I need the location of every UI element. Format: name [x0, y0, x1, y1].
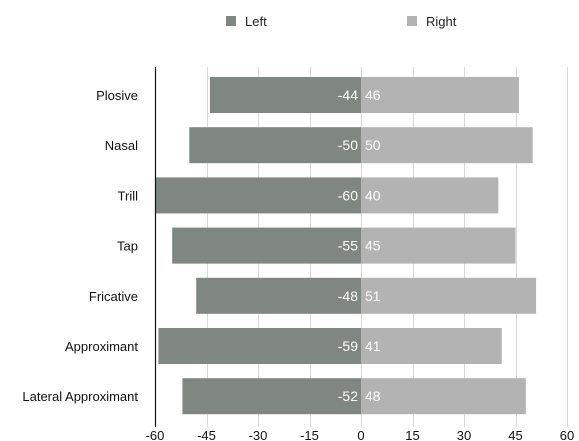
data-label-left-plosive: -44 — [338, 87, 358, 103]
bar-left-tap — [172, 227, 361, 264]
legend-label-right: Right — [426, 14, 457, 29]
data-label-right-tap: 45 — [365, 238, 381, 254]
x-tick-label-45: 45 — [508, 428, 522, 441]
x-tick-label-0: 0 — [357, 428, 364, 441]
legend-swatch-left — [226, 16, 236, 26]
data-label-right-trill: 40 — [365, 187, 381, 203]
bar-left-fricative — [196, 277, 361, 314]
x-tick-label-30: 30 — [457, 428, 471, 441]
category-label-nasal: Nasal — [105, 138, 138, 153]
data-label-right-lateral-approximant: 48 — [365, 388, 381, 404]
bars — [155, 77, 537, 415]
data-label-left-nasal: -50 — [338, 137, 358, 153]
bar-right-plosive — [361, 77, 519, 113]
data-label-left-tap: -55 — [338, 238, 358, 254]
bar-left-lateral-approximant — [182, 378, 361, 415]
data-label-right-approximant: 41 — [365, 338, 381, 354]
bar-right-trill — [361, 177, 499, 214]
labels: -44 46 Plosive -50 50 Nasal -60 40 Trill -55 45 Tap… — [22, 87, 380, 404]
data-label-left-lateral-approximant: -52 — [338, 388, 358, 404]
x-tick-label-30: -30 — [249, 428, 268, 441]
category-label-fricative: Fricative — [89, 289, 138, 304]
category-label-tap: Tap — [117, 239, 138, 254]
bar-right-tap — [361, 227, 516, 264]
data-label-left-trill: -60 — [338, 187, 358, 203]
axes: -60 -45 -30 -15 0 15 30 45 60 — [146, 67, 574, 441]
data-label-right-fricative: 51 — [365, 288, 381, 304]
legend: Left Right — [226, 14, 457, 29]
bar-right-nasal — [361, 127, 533, 164]
category-label-trill: Trill — [118, 188, 139, 203]
bar-right-approximant — [361, 328, 502, 364]
category-label-plosive: Plosive — [96, 88, 138, 103]
bar-right-lateral-approximant — [361, 378, 526, 415]
data-label-left-fricative: -48 — [338, 288, 358, 304]
x-tick-label-15: 15 — [405, 428, 419, 441]
category-label-lateral-approximant: Lateral Approximant — [22, 389, 138, 404]
bar-left-approximant — [158, 328, 361, 364]
x-tick-label-60: -60 — [146, 428, 165, 441]
data-label-right-plosive: 46 — [365, 87, 381, 103]
x-tick-label-15: -15 — [300, 428, 319, 441]
category-label-approximant: Approximant — [65, 339, 138, 354]
bar-left-nasal — [189, 127, 361, 164]
bar-left-trill — [155, 177, 361, 214]
x-tick-label-45: -45 — [197, 428, 216, 441]
bar-right-fricative — [361, 277, 537, 314]
data-label-right-nasal: 50 — [365, 137, 381, 153]
legend-swatch-right — [407, 16, 417, 26]
x-tick-label-60: 60 — [560, 428, 574, 441]
data-label-left-approximant: -59 — [338, 338, 358, 354]
bar-left-plosive — [209, 77, 361, 113]
legend-label-left: Left — [245, 14, 267, 29]
